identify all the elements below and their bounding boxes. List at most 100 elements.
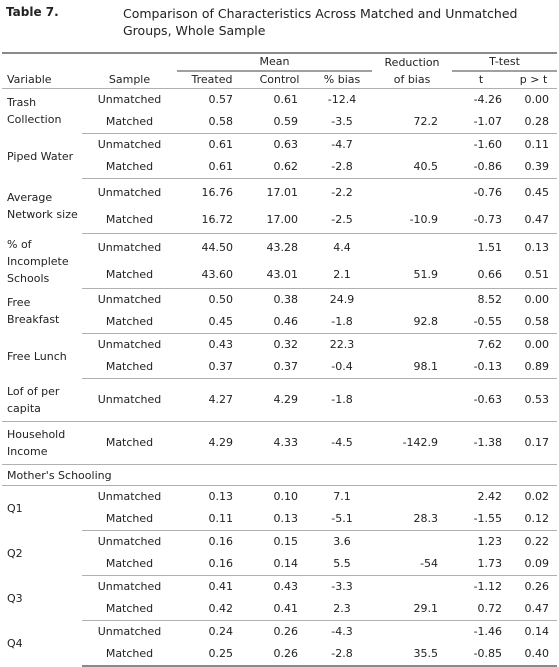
p-cell: 0.11 — [524, 138, 550, 151]
sample-cell: Matched — [82, 261, 177, 289]
t-cell: 1.23 — [477, 535, 503, 548]
p-cell: 0.47 — [510, 598, 558, 621]
table-row: Trash Collection Unmatched 0.57 0.61 -12.4 -4… — [2, 89, 557, 126]
sample-cell: Unmatched — [97, 580, 162, 593]
table-row: Matched 0.11 0.13 -5.1 28.3 -1.55 0.12 — [2, 508, 558, 531]
table-row: Q3 Unmatched 0.41 0.43 -3.3 -1.12 0.26 — [2, 576, 557, 605]
control-cell: 0.10 — [273, 490, 299, 503]
table-row: Matched 0.37 0.37 -0.4 98.1 -0.13 0.89 — [2, 356, 558, 379]
t-cell: -1.12 — [473, 580, 503, 593]
reduction-cell — [372, 234, 452, 262]
sample-cell: Matched — [82, 111, 177, 134]
treated-cell: 0.61 — [177, 156, 247, 179]
sample-cell: Matched — [82, 598, 177, 621]
t-header: t — [452, 71, 511, 89]
control-cell: 0.14 — [247, 553, 312, 576]
variable-label: Average Network size — [7, 191, 78, 221]
bias-cell: 2.1 — [312, 261, 373, 289]
table-number: Table 7. — [6, 5, 59, 19]
p-cell: 0.13 — [524, 240, 550, 254]
t-cell: 2.42 — [477, 490, 503, 503]
p-cell: 0.26 — [524, 580, 550, 593]
p-cell: 0.47 — [510, 206, 558, 234]
t-cell: -0.13 — [452, 356, 511, 379]
bias-cell: -4.7 — [331, 138, 353, 151]
bias-cell: -4.3 — [331, 625, 353, 638]
sample-cell: Matched — [82, 356, 177, 379]
p-cell: 0.00 — [524, 293, 550, 306]
sample-cell: Matched — [82, 311, 177, 334]
control-cell: 0.37 — [247, 356, 312, 379]
table-row: Q1 Unmatched 0.13 0.10 7.1 2.42 0.02 — [2, 486, 557, 515]
bias-cell: -2.2 — [331, 185, 353, 199]
sample-cell: Unmatched — [97, 535, 162, 548]
treated-cell: 43.60 — [177, 261, 247, 289]
reduction-cell — [372, 289, 452, 312]
treated-header: Treated — [177, 71, 247, 89]
t-cell: -0.63 — [452, 378, 511, 422]
p-cell: 0.53 — [510, 378, 558, 422]
p-cell: 0.02 — [524, 490, 550, 503]
table-row: Matched 0.25 0.26 -2.8 35.5 -0.85 0.40 — [2, 643, 558, 667]
reduction-cell: 51.9 — [372, 261, 453, 289]
reduction-cell — [372, 378, 453, 422]
sample-cell: Matched — [82, 421, 177, 465]
t-cell: 0.66 — [452, 261, 511, 289]
p-cell: 0.14 — [524, 625, 550, 638]
table-row: % of Incomplete Schools Unmatched 44.50 43.… — [2, 234, 557, 285]
treated-cell: 0.57 — [208, 93, 234, 106]
header-row-2: Variable Sample Treated Control % bias o… — [2, 71, 558, 89]
bias-cell: -1.8 — [312, 311, 373, 334]
results-table: Mean Reduction T-test Variable Sample Tr… — [2, 52, 558, 667]
p-cell: 0.58 — [510, 311, 558, 334]
header-row-1: Mean Reduction T-test — [2, 52, 558, 72]
control-cell: 0.38 — [273, 293, 299, 306]
t-cell: -1.55 — [452, 508, 511, 531]
bias-cell: -0.4 — [312, 356, 373, 379]
variable-label: Free Lunch — [7, 349, 67, 363]
mean-header: Mean — [177, 52, 373, 72]
table-row: Q2 Unmatched 0.16 0.15 3.6 1.23 0.22 — [2, 531, 557, 560]
control-cell: 4.29 — [247, 378, 312, 422]
t-cell: 0.72 — [452, 598, 511, 621]
table-row: Free Lunch Unmatched 0.43 0.32 22.3 7.62 0.00 — [2, 334, 557, 363]
reduction-cell: 35.5 — [372, 643, 453, 667]
bias-cell: 3.6 — [333, 535, 351, 548]
control-cell: 0.26 — [247, 643, 312, 667]
table-title: Comparison of Characteristics Across Mat… — [123, 6, 518, 38]
t-cell: -0.86 — [452, 156, 511, 179]
bias-cell: -3.3 — [331, 580, 353, 593]
t-cell: -1.38 — [452, 421, 511, 465]
sample-cell: Unmatched — [97, 338, 162, 351]
bias-cell: -4.5 — [312, 421, 373, 465]
control-cell: 4.33 — [247, 421, 312, 465]
control-cell: 0.61 — [273, 93, 299, 106]
control-cell: 43.01 — [247, 261, 312, 289]
treated-cell: 0.43 — [208, 338, 234, 351]
reduction-cell — [372, 89, 452, 112]
p-cell: 0.45 — [524, 185, 550, 199]
control-cell: 0.63 — [273, 138, 299, 151]
treated-cell: 0.42 — [177, 598, 247, 621]
bias-cell: 2.3 — [312, 598, 373, 621]
treated-cell: 0.24 — [208, 625, 234, 638]
table-row: Matched 0.58 0.59 -3.5 72.2 -1.07 0.28 — [2, 111, 558, 134]
p-cell: 0.39 — [510, 156, 558, 179]
sample-cell: Matched — [82, 206, 177, 234]
treated-cell: 0.50 — [208, 293, 234, 306]
control-cell: 0.43 — [273, 580, 299, 593]
sample-cell: Matched — [82, 508, 177, 531]
reduction-cell: 98.1 — [372, 356, 453, 379]
reduction-cell — [372, 576, 452, 599]
treated-cell: 0.16 — [177, 553, 247, 576]
table-row: Matched 43.60 43.01 2.1 51.9 0.66 0.51 — [2, 261, 558, 289]
reduction-cell: 29.1 — [372, 598, 453, 621]
sample-cell: Matched — [82, 156, 177, 179]
p-cell: 0.00 — [524, 338, 550, 351]
control-cell: 0.26 — [273, 625, 299, 638]
bias-cell: 5.5 — [312, 553, 373, 576]
p-cell: 0.40 — [510, 643, 558, 667]
bias-cell: -2.8 — [312, 643, 373, 667]
reduction-cell: -142.9 — [372, 421, 453, 465]
reduction-cell: 92.8 — [372, 311, 453, 334]
